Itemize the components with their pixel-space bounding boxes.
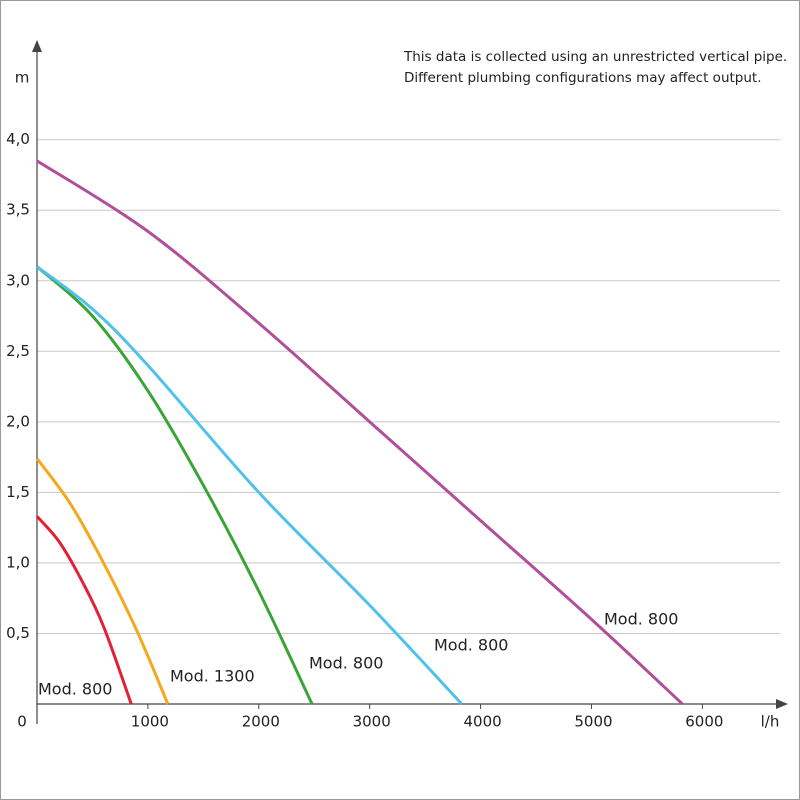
y-tick-label: 1,0 — [6, 553, 30, 571]
annotation: This data is collected using an unrestri… — [403, 49, 787, 65]
x-tick-label: 2000 — [242, 713, 280, 731]
x-tick-label: 6000 — [685, 713, 723, 731]
series-line — [35, 515, 133, 705]
y-tick-label: 3,0 — [6, 271, 30, 289]
series-label: Mod. 800 — [38, 680, 112, 699]
x-axis-arrow — [776, 699, 788, 709]
x-tick-label: 3000 — [353, 713, 391, 731]
y-tick-label: 0,5 — [6, 624, 30, 642]
y-tick-label: 2,5 — [6, 342, 30, 360]
series-line — [36, 265, 463, 706]
y-tick-label: 3,5 — [6, 201, 30, 219]
y-tick-label: 1,5 — [6, 483, 30, 501]
series-label: Mod. 800 — [434, 636, 508, 655]
y-tick-label: 2,0 — [6, 412, 30, 430]
x-tick-label: 1000 — [131, 713, 169, 731]
series-label: Mod. 1300 — [170, 667, 255, 686]
y-axis-label: m — [15, 69, 30, 87]
series-line — [36, 265, 314, 705]
x-tick-label: 0 — [17, 713, 27, 731]
x-axis-label: l/h — [761, 713, 780, 731]
annotation: Different plumbing configurations may af… — [404, 70, 762, 86]
y-tick-label: 4,0 — [6, 130, 30, 148]
series-label: Mod. 800 — [309, 654, 383, 673]
x-tick-label: 5000 — [574, 713, 612, 731]
series-line — [35, 457, 170, 705]
y-axis-arrow — [32, 40, 42, 52]
x-tick-label: 4000 — [463, 713, 501, 731]
series-line — [36, 159, 684, 706]
series-label: Mod. 800 — [604, 610, 678, 629]
